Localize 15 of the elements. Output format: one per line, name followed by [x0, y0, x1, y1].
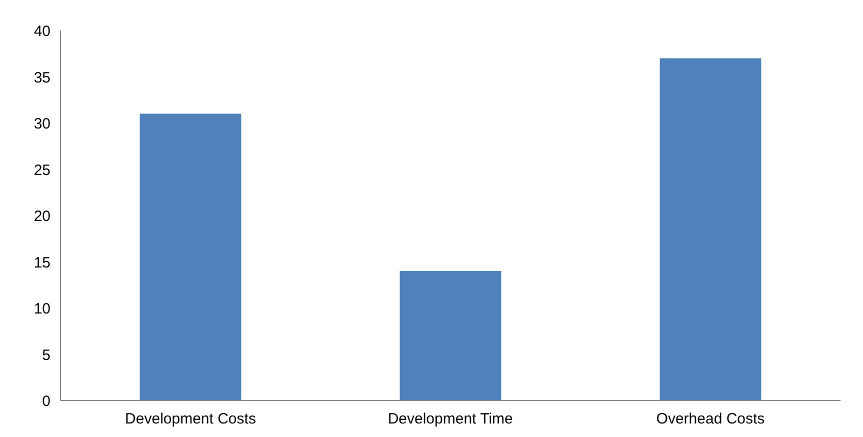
x-tick-label: Development Costs: [125, 410, 256, 428]
y-tick-label: 0: [42, 393, 50, 410]
y-tick-label: 5: [42, 346, 50, 364]
bar: [400, 271, 502, 400]
bar: [140, 114, 242, 400]
y-tick-label: 35: [34, 69, 51, 86]
y-tick-label: 20: [34, 208, 51, 225]
bar: [660, 58, 762, 400]
x-tick-label: Overhead Costs: [656, 410, 765, 428]
y-tick-label: 25: [34, 162, 51, 179]
y-tick-label: 10: [34, 300, 51, 318]
x-tick-label: Development Time: [388, 410, 513, 428]
y-tick-label: 30: [34, 116, 51, 132]
y-tick-label: 40: [34, 23, 51, 40]
y-tick-label: 15: [34, 254, 51, 272]
